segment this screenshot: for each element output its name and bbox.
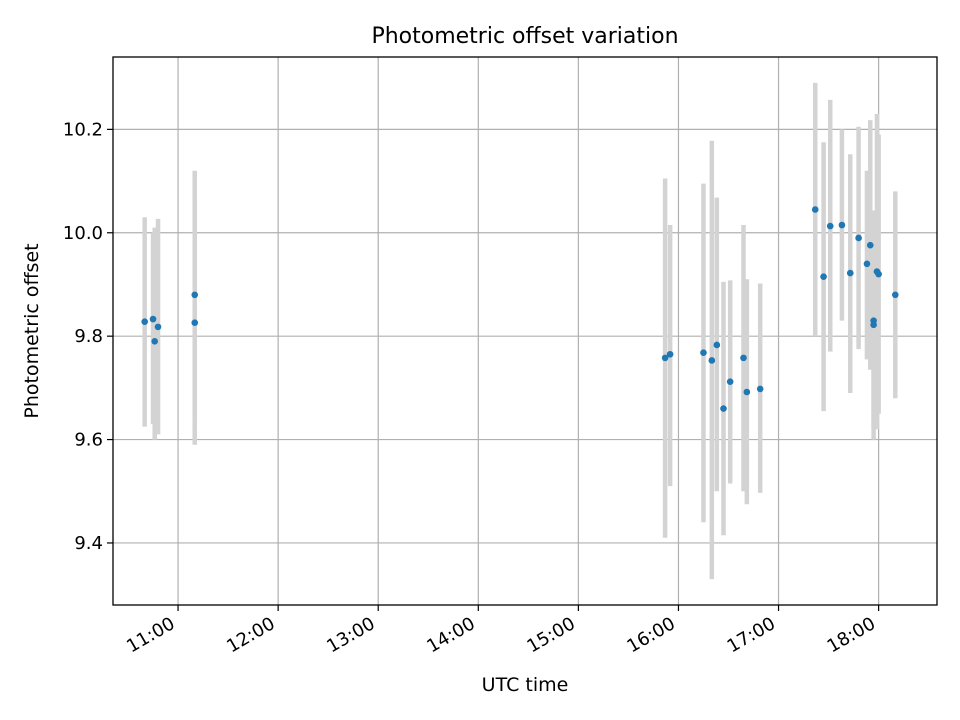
data-point — [713, 341, 721, 349]
data-point — [826, 222, 834, 230]
data-point — [154, 323, 162, 331]
y-tick-label: 9.4 — [74, 533, 103, 554]
data-point — [875, 270, 882, 278]
data-point — [141, 318, 148, 325]
data-point — [720, 405, 727, 412]
y-tick-label: 9.6 — [74, 430, 103, 451]
plot-frame — [112, 56, 938, 606]
data-point — [863, 260, 871, 268]
chart-title: Photometric offset variation — [371, 24, 678, 49]
data-point — [855, 234, 862, 242]
data-point — [191, 291, 199, 299]
data-point — [666, 350, 674, 358]
x-axis-label: UTC time — [482, 674, 569, 696]
data-point — [820, 273, 827, 281]
data-point — [661, 354, 669, 362]
data-point — [151, 338, 159, 345]
y-tick-label: 10.0 — [63, 223, 103, 244]
y-axis-label: Photometric offset — [21, 243, 43, 418]
data-point — [743, 388, 751, 396]
y-axis-ticks: 9.4 9.6 9.8 10.0 10.2 — [63, 119, 113, 554]
data-point — [811, 206, 819, 213]
data-point — [756, 385, 764, 393]
data-point — [726, 378, 734, 385]
y-tick-label: 10.2 — [63, 119, 103, 140]
data-points — [141, 206, 899, 412]
data-point — [846, 269, 854, 277]
data-point — [870, 317, 877, 324]
y-tick-label: 9.8 — [74, 326, 103, 347]
data-point — [708, 357, 716, 364]
data-point — [700, 349, 707, 357]
data-point — [191, 319, 199, 327]
data-point — [838, 221, 846, 229]
data-point — [740, 354, 747, 362]
data-point — [866, 241, 874, 249]
data-point — [149, 315, 157, 323]
data-point — [891, 291, 899, 299]
